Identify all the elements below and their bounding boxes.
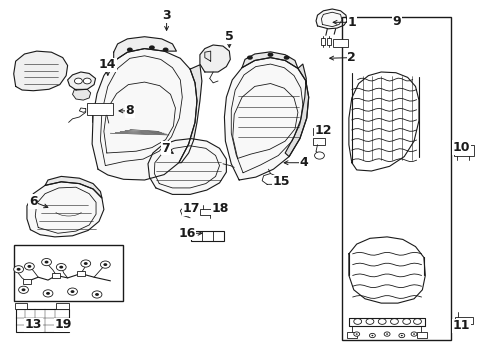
Bar [313,128,325,135]
Bar [23,279,31,284]
Bar [321,38,325,45]
Text: 1: 1 [347,16,356,29]
Circle shape [103,263,107,266]
Polygon shape [14,51,68,91]
Circle shape [384,332,390,336]
Bar [455,317,473,324]
Circle shape [371,335,373,336]
Text: 19: 19 [55,318,73,331]
Text: 14: 14 [99,58,117,71]
Polygon shape [242,52,298,68]
Polygon shape [262,174,277,184]
Circle shape [19,286,28,293]
Circle shape [24,263,34,270]
Circle shape [315,152,324,159]
Polygon shape [180,207,192,216]
Circle shape [59,266,63,269]
Text: 13: 13 [24,318,42,331]
Circle shape [22,288,25,291]
Circle shape [369,333,375,338]
Circle shape [14,266,24,273]
Bar [191,231,224,241]
Polygon shape [285,64,309,157]
Text: 11: 11 [453,319,470,332]
Bar [52,273,60,278]
Text: 18: 18 [212,202,229,215]
Circle shape [68,288,77,295]
Bar [56,303,69,309]
Bar [16,309,69,332]
Text: 7: 7 [161,142,170,155]
Circle shape [411,332,417,336]
Circle shape [83,78,91,84]
Bar [200,209,214,215]
Text: 2: 2 [347,51,356,64]
Polygon shape [200,45,230,72]
Text: 9: 9 [392,15,401,28]
Bar [87,103,113,115]
Polygon shape [114,37,176,61]
Circle shape [81,260,91,267]
Polygon shape [179,65,202,163]
Text: 16: 16 [178,227,196,240]
Circle shape [399,333,405,338]
Polygon shape [45,176,102,198]
Bar [327,38,331,45]
Bar [347,332,357,338]
Bar [15,303,27,309]
Text: 8: 8 [125,104,134,117]
Circle shape [127,48,133,52]
Circle shape [163,48,169,52]
Circle shape [354,332,360,336]
Circle shape [84,262,88,265]
Circle shape [46,292,50,295]
Text: 17: 17 [182,202,200,215]
Bar [77,271,85,276]
Bar [333,39,348,47]
Circle shape [92,291,102,298]
Text: 15: 15 [272,175,290,188]
Circle shape [17,268,21,271]
Polygon shape [27,182,104,237]
Text: 12: 12 [315,124,332,137]
Polygon shape [316,9,347,29]
Bar [14,245,122,301]
Circle shape [74,78,82,84]
Polygon shape [224,58,309,180]
Text: 5: 5 [225,30,234,43]
Circle shape [356,333,358,335]
Circle shape [42,258,51,266]
Bar [313,138,325,145]
Circle shape [386,333,388,335]
Circle shape [268,53,273,57]
Bar [454,145,474,156]
Polygon shape [92,49,197,180]
Circle shape [149,45,155,50]
Circle shape [56,264,66,271]
Text: 3: 3 [162,9,171,22]
Bar [342,17,451,340]
Circle shape [284,55,290,60]
Circle shape [401,335,403,336]
Circle shape [43,290,53,297]
Polygon shape [68,72,96,90]
Text: 10: 10 [453,141,470,154]
Circle shape [413,333,415,335]
Text: 4: 4 [299,156,308,169]
Polygon shape [73,89,91,100]
Bar [417,332,427,338]
Polygon shape [148,139,226,194]
Polygon shape [205,51,211,61]
Circle shape [71,290,74,293]
Text: 6: 6 [29,195,38,208]
Circle shape [247,55,253,60]
Circle shape [27,265,31,268]
Circle shape [100,261,110,268]
Circle shape [95,293,99,296]
Circle shape [45,261,49,264]
